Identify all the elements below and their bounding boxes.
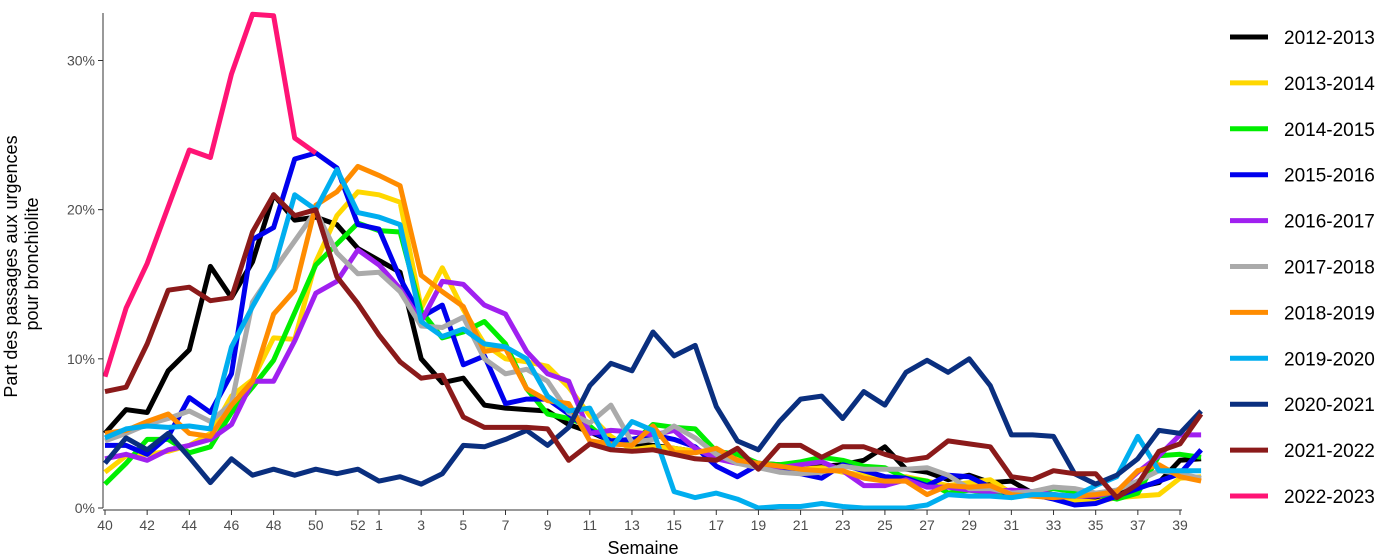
- x-tick-label: 5: [459, 517, 467, 533]
- x-tick-label: 44: [182, 517, 198, 533]
- series-line-2016-2017: [104, 247, 1202, 499]
- y-tick-label: 0%: [75, 500, 95, 516]
- legend-label: 2021-2022: [1284, 441, 1375, 462]
- x-tick-label: 25: [877, 517, 893, 533]
- x-axis-title: Semaine: [607, 538, 678, 558]
- x-tick-label: 50: [308, 517, 324, 533]
- x-tick-label: 21: [793, 517, 809, 533]
- plot-area: [102, 11, 1204, 511]
- x-tick-label: 1: [375, 517, 383, 533]
- legend-label: 2015-2016: [1284, 166, 1375, 187]
- x-tick-label: 9: [544, 517, 552, 533]
- x-tick-label: 31: [1004, 517, 1020, 533]
- x-tick-label: 48: [266, 517, 282, 533]
- legend-label: 2018-2019: [1284, 303, 1375, 324]
- legend-label: 2016-2017: [1284, 212, 1375, 233]
- legend-item-2022-2023: 2022-2023: [1230, 487, 1375, 508]
- y-axis-title: Part des passages aux urgences pour bron…: [1, 130, 42, 397]
- legend-label: 2019-2020: [1284, 349, 1375, 370]
- y-axis-title-line-1: Part des passages aux urgences: [1, 135, 21, 397]
- legend-item-2019-2020: 2019-2020: [1230, 349, 1375, 370]
- y-axis: 0% 10% 20% 30%: [67, 13, 104, 516]
- legend-item-2012-2013: 2012-2013: [1230, 28, 1375, 49]
- series-line-2013-2014: [103, 189, 1202, 505]
- x-tick-label: 17: [708, 517, 724, 533]
- y-tick-label: 30%: [67, 53, 95, 69]
- legend-item-2015-2016: 2015-2016: [1230, 166, 1375, 187]
- x-tick-label: 13: [624, 517, 640, 533]
- legend-item-2014-2015: 2014-2015: [1230, 120, 1375, 141]
- legend-item-2018-2019: 2018-2019: [1230, 303, 1375, 324]
- x-tick-label: 39: [1172, 517, 1188, 533]
- x-tick-label: 11: [583, 517, 598, 533]
- x-tick-label: 35: [1088, 517, 1104, 533]
- series-line-2022-2023: [102, 11, 318, 378]
- legend-item-2017-2018: 2017-2018: [1230, 258, 1375, 279]
- x-tick-label: 46: [224, 517, 240, 533]
- x-tick-label: 33: [1046, 517, 1062, 533]
- series-line-2019-2020: [104, 166, 1202, 511]
- x-tick-label: 23: [835, 517, 851, 533]
- series-line-2021-2022: [104, 192, 1204, 501]
- legend-label: 2020-2021: [1284, 395, 1375, 416]
- x-tick-label: 7: [502, 517, 510, 533]
- x-axis: 40 42 44 46 48 50 52 1 3 5 7 9 11 13 15 17 19 21 23 25 27 29 3…: [97, 509, 1188, 533]
- x-tick-label: 15: [666, 517, 682, 533]
- legend-item-2021-2022: 2021-2022: [1230, 441, 1375, 462]
- legend-label: 2017-2018: [1284, 258, 1375, 279]
- x-tick-label: 42: [139, 517, 155, 533]
- x-tick-label: 3: [417, 517, 425, 533]
- series-line-2014-2015: [103, 220, 1202, 502]
- x-tick-label: 27: [919, 517, 935, 533]
- x-tick-label: 37: [1130, 517, 1146, 533]
- legend-item-2013-2014: 2013-2014: [1230, 74, 1375, 95]
- legend-label: 2014-2015: [1284, 120, 1375, 141]
- legend-item-2016-2017: 2016-2017: [1230, 212, 1375, 233]
- y-tick-label: 20%: [67, 202, 95, 218]
- x-tick-label: 52: [350, 517, 366, 533]
- y-axis-title-line-2: pour bronchiolite: [22, 197, 42, 330]
- legend-label: 2012-2013: [1284, 28, 1375, 49]
- legend: 2012-2013 2013-2014 2014-2015 2015-2016 2016…: [1230, 28, 1375, 508]
- y-tick-label: 10%: [67, 351, 95, 367]
- legend-item-2020-2021: 2020-2021: [1230, 395, 1375, 416]
- x-tick-label: 19: [751, 517, 767, 533]
- legend-label: 2013-2014: [1284, 74, 1375, 95]
- x-tick-label: 29: [961, 517, 977, 533]
- series-line-2020-2021: [103, 329, 1203, 487]
- x-tick-label: 40: [97, 517, 113, 533]
- legend-label: 2022-2023: [1284, 487, 1375, 508]
